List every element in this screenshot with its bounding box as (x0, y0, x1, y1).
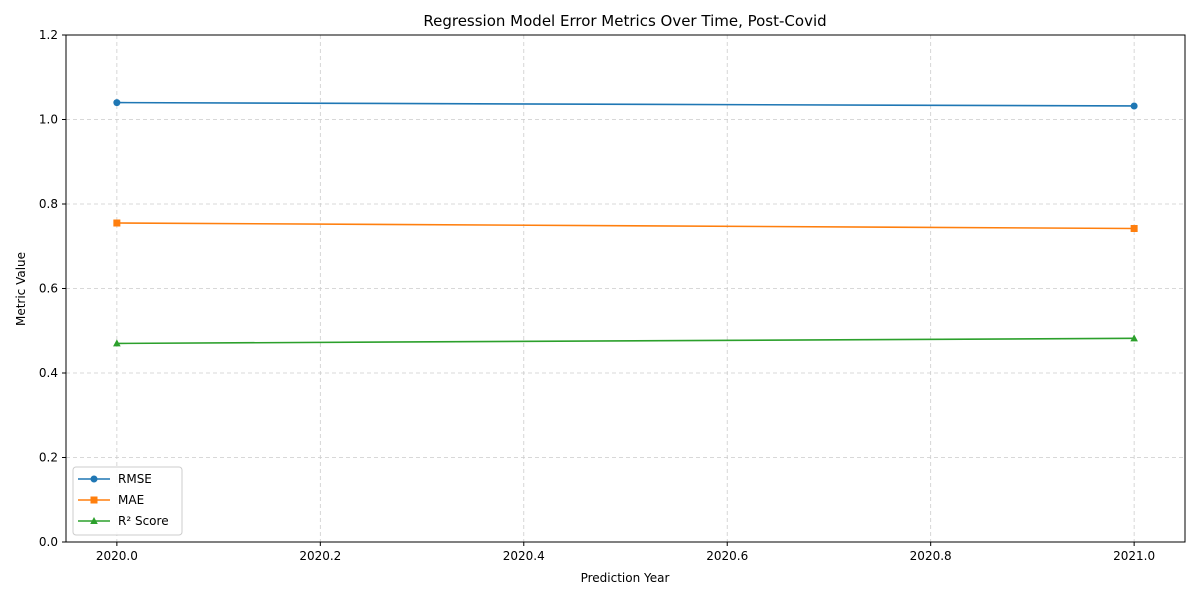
x-tick-label: 2020.8 (910, 549, 952, 563)
data-point (1130, 334, 1138, 342)
data-point (113, 339, 121, 347)
chart-title: Regression Model Error Metrics Over Time… (423, 12, 826, 30)
y-tick-label: 0.4 (39, 366, 58, 380)
y-tick-label: 1.0 (39, 113, 58, 127)
x-tick-label: 2020.2 (299, 549, 341, 563)
y-tick-label: 1.2 (39, 28, 58, 42)
legend-marker (90, 496, 98, 504)
legend-marker (90, 475, 98, 483)
legend: RMSE MAE R² Score (72, 466, 183, 536)
x-axis-label: Prediction Year (581, 571, 670, 585)
series-layer (113, 99, 1138, 347)
x-tick-label: 2020.0 (96, 549, 138, 563)
series-line-3 (116, 337, 1135, 345)
series-line-1 (116, 101, 1135, 107)
x-tick-label: 2021.0 (1113, 549, 1155, 563)
y-axis-label: Metric Value (14, 252, 28, 326)
y-tick-label: 0.2 (39, 451, 58, 465)
legend-marker (90, 517, 98, 524)
plot-area-frame (65, 34, 1186, 543)
series-line-2 (116, 222, 1135, 230)
y-tick-label: 0.6 (39, 282, 58, 296)
x-tick-label: 2020.6 (706, 549, 748, 563)
grid (66, 34, 1185, 543)
legend-label: RMSE (118, 472, 152, 486)
data-point (113, 99, 121, 107)
legend-box (72, 466, 183, 536)
data-point (1130, 225, 1138, 233)
data-point (1130, 102, 1138, 110)
legend-label: MAE (118, 493, 144, 507)
data-point (113, 219, 121, 227)
legend-label: R² Score (118, 514, 169, 528)
y-tick-label: 0.8 (39, 197, 58, 211)
x-tick-label: 2020.4 (503, 549, 545, 563)
axis-ticks: 2020.0 2020.2 2020.4 2020.6 2020.8 2021.0 0.0 0… (39, 28, 1155, 563)
y-tick-label: 0.0 (39, 535, 58, 549)
